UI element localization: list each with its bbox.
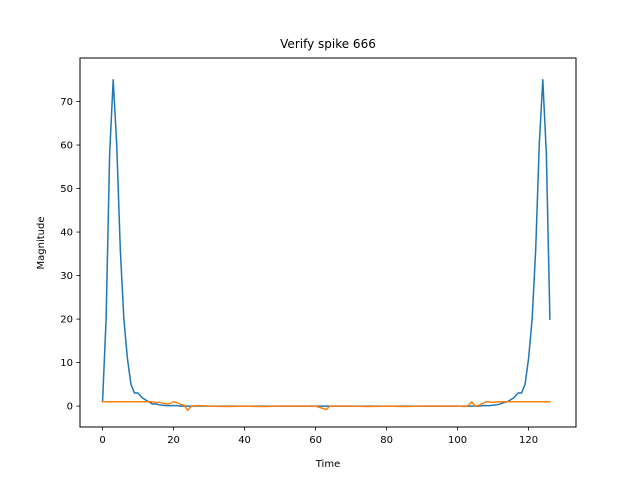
y-tick-label: 30 — [60, 271, 73, 282]
y-axis-ticks: 0 10 20 30 40 50 60 70 — [60, 97, 80, 413]
x-tick-label: 40 — [238, 435, 251, 446]
x-tick-label: 0 — [99, 435, 105, 446]
y-axis-label: Magnitude — [36, 217, 47, 270]
y-tick-label: 20 — [60, 315, 73, 326]
x-tick-label: 100 — [448, 435, 467, 446]
x-tick-label: 60 — [309, 435, 322, 446]
chart-title: Verify spike 666 — [280, 37, 376, 51]
y-tick-label: 60 — [60, 141, 73, 152]
y-tick-label: 0 — [67, 402, 73, 413]
x-tick-label: 20 — [167, 435, 180, 446]
x-tick-label: 80 — [380, 435, 393, 446]
plot-frame — [79, 57, 577, 428]
x-axis-ticks: 0 20 40 60 80 100 120 — [99, 427, 538, 446]
y-tick-label: 40 — [60, 228, 73, 239]
x-axis-label: Time — [315, 459, 340, 470]
series-layer — [101, 79, 551, 412]
y-tick-label: 10 — [60, 358, 73, 369]
y-tick-label: 50 — [60, 184, 73, 195]
series-line-2 — [101, 401, 551, 412]
x-tick-label: 120 — [519, 435, 538, 446]
y-tick-label: 70 — [60, 97, 73, 108]
